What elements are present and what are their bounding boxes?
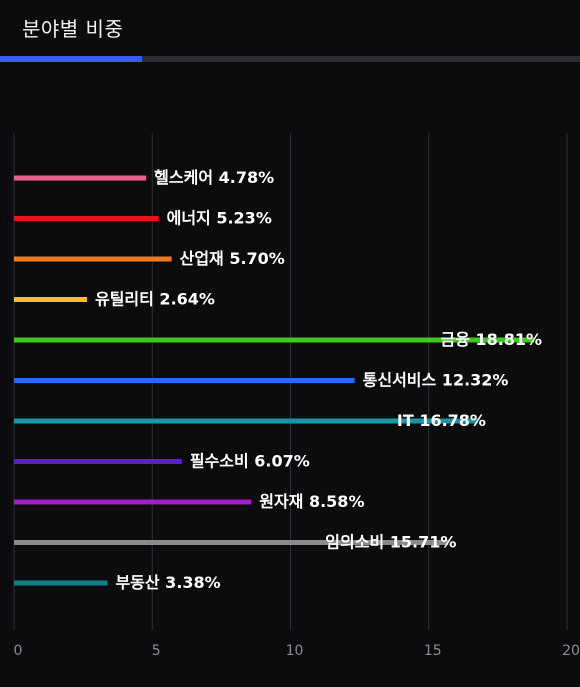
- bar[interactable]: [14, 337, 535, 343]
- bar[interactable]: [14, 378, 355, 383]
- bar-label: 금융 18.81%: [440, 330, 542, 349]
- page-title: 분야별 비중: [22, 17, 124, 41]
- bar-label: IT 16.78%: [397, 411, 486, 430]
- bar[interactable]: [14, 297, 87, 302]
- x-tick-label: 0: [14, 643, 23, 659]
- bar-label: 유틸리티 2.64%: [95, 290, 215, 309]
- bar[interactable]: [14, 459, 182, 464]
- bar[interactable]: [14, 499, 252, 505]
- tab-indicator-active[interactable]: [0, 56, 142, 62]
- bar-label: 부동산 3.38%: [115, 573, 220, 592]
- x-tick-label: 15: [424, 643, 442, 659]
- tab-indicator-track: [0, 56, 580, 62]
- x-tick-label: 10: [286, 643, 304, 659]
- chart-header: 분야별 비중: [0, 0, 580, 62]
- x-tick-label: 5: [152, 643, 161, 659]
- bar[interactable]: [14, 216, 159, 221]
- bar[interactable]: [14, 580, 108, 586]
- bar-label: 산업재 5.70%: [180, 249, 285, 268]
- bar-label: 통신서비스 12.32%: [363, 371, 509, 390]
- bar-label: 필수소비 6.07%: [190, 452, 310, 471]
- bar-label: 임의소비 15.71%: [325, 533, 456, 552]
- bar-label: 헬스케어 4.78%: [154, 168, 274, 187]
- bar[interactable]: [14, 418, 478, 424]
- bar-label: 에너지 5.23%: [167, 209, 272, 228]
- x-tick-label: 20: [562, 643, 580, 659]
- bar[interactable]: [14, 540, 449, 545]
- bar-label: 원자재 8.58%: [259, 492, 364, 511]
- bar[interactable]: [14, 256, 172, 262]
- bar[interactable]: [14, 175, 147, 181]
